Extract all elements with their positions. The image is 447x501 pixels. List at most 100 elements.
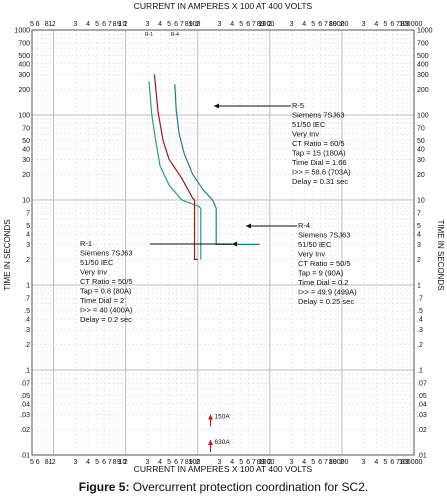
y-tick-label-left: 10	[22, 198, 30, 205]
x-tick-label-bottom: 100000	[399, 459, 422, 466]
current-marker-label: 630A	[215, 439, 231, 446]
y-tick-label-left: 40	[22, 146, 30, 153]
annotation-line: I>> = 40 (400A)	[80, 306, 133, 315]
x-tick-label-top: 7	[108, 21, 112, 28]
annotation-line: R-5	[292, 101, 304, 110]
x-tick-label-top: 9	[189, 21, 193, 28]
x-tick-label-top: 4	[158, 21, 162, 28]
x-tick-label-bottom: 2	[268, 459, 272, 466]
x-tick-label-top: 2	[196, 21, 200, 28]
y-tick-label-left: 4	[26, 231, 30, 238]
x-tick-label-bottom: 7	[180, 459, 184, 466]
y-tick-label-right: 30	[417, 157, 425, 164]
leader-arrow	[246, 223, 251, 229]
y-tick-label-left: 20	[22, 172, 30, 179]
x-tick-label-bottom: 5	[311, 459, 315, 466]
x-tick-label-bottom: 3	[362, 459, 366, 466]
y-tick-label-left: 3	[26, 242, 30, 249]
grid	[31, 30, 414, 456]
x-tick-label-bottom: 6	[390, 459, 394, 466]
x-tick-label-top: 2	[52, 21, 56, 28]
x-tick-label-bottom: 2	[196, 459, 200, 466]
x-tick-label-top: 4	[230, 21, 234, 28]
current-marker-label: 150A	[215, 413, 231, 420]
annotation-line: CT Ratio = 60/5	[292, 139, 345, 148]
x-tick-label-top: 5	[30, 21, 34, 28]
y-tick-label-right: 20	[417, 172, 425, 179]
annotation-line: Delay = 0.2 sec	[80, 315, 132, 324]
x-tick-label-bottom: 2	[124, 459, 128, 466]
x-tick-label-bottom: 7	[108, 459, 112, 466]
y-tick-label-left: 500	[18, 53, 30, 60]
x-tick-label-top: 8	[257, 21, 261, 28]
annotation-line: Siemens 7SJ63	[292, 111, 345, 120]
current-marker-arrow	[208, 440, 214, 446]
x-tick-label-top: 4	[374, 21, 378, 28]
tcc-curves	[148, 74, 260, 260]
annotation-line: Tap = 15 (180A)	[292, 149, 346, 158]
y-tick-label-right: 3	[417, 242, 421, 249]
y-tick-label-left: 5	[26, 223, 30, 230]
x-tick-label-bottom: 9	[189, 459, 193, 466]
x-tick-label-top: 4	[302, 21, 306, 28]
x-tick-label-bottom: 5	[239, 459, 243, 466]
coordination-chart: 5566881122334455667788991010223344556677…	[3, 1, 445, 474]
y-tick-label-right: .4	[417, 316, 423, 323]
x-tick-label-top: 9	[261, 21, 265, 28]
x-tick-label-bottom: 6	[174, 459, 178, 466]
y-tick-label-left: .02	[20, 427, 30, 434]
x-tick-label-top: 5	[239, 21, 243, 28]
x-tick-label-bottom: 7	[324, 459, 328, 466]
x-tick-label-top: 5	[383, 21, 387, 28]
x-tick-label-top: 4	[86, 21, 90, 28]
chart-title-bottom: CURRENT IN AMPERES X 100 AT 400 VOLTS	[134, 464, 313, 474]
x-tick-label-bottom: 10	[119, 459, 127, 466]
y-tick-label-right: 70	[417, 126, 425, 133]
annotation-line: I>> = 58.6 (703A)	[292, 168, 351, 177]
y-tick-label-right: 500	[417, 53, 429, 60]
x-tick-label-bottom: 8	[257, 459, 261, 466]
x-tick-label-top: 3	[145, 21, 149, 28]
y-tick-label-right: 2	[417, 257, 421, 264]
x-tick-label-bottom: 6	[36, 459, 40, 466]
x-tick-label-top: 3	[290, 21, 294, 28]
annotation-line: I>> = 49.9 (499A)	[298, 288, 357, 297]
annotation-line: CT Ratio = 50/5	[298, 259, 351, 268]
x-tick-label-top: 8	[329, 21, 333, 28]
x-tick-label-top: 3	[362, 21, 366, 28]
plot-frame	[31, 29, 415, 456]
x-tick-label-top: 9	[405, 21, 409, 28]
y-tick-label-left: 1	[26, 283, 30, 290]
y-tick-label-left: .03	[20, 412, 30, 419]
x-tick-label-bottom: 7	[396, 459, 400, 466]
y-tick-label-right: .5	[417, 308, 423, 315]
x-tick-label-bottom: 1	[48, 459, 52, 466]
annotation-line: Very Inv	[292, 130, 319, 139]
x-tick-label-bottom: 8	[185, 459, 189, 466]
x-tick-label-bottom: 6	[102, 459, 106, 466]
current-marker-arrow	[208, 414, 214, 420]
y-tick-label-left: 2	[26, 257, 30, 264]
x-tick-label-top: 7	[180, 21, 184, 28]
x-tick-label-top: 100	[189, 21, 201, 28]
y-tick-label-right: .07	[417, 381, 427, 388]
top-marker: R-1	[145, 32, 153, 38]
y-tick-label-right: 400	[417, 61, 429, 68]
x-tick-label-bottom: 2	[340, 459, 344, 466]
y-tick-label-right: 200	[417, 87, 429, 94]
caption-text: Overcurrent protection coordination for …	[129, 480, 369, 494]
x-tick-label-top: 5	[167, 21, 171, 28]
annotation-line: 51/50 IEC	[298, 240, 332, 249]
y-axis-label-right: TIME IN SECONDS	[436, 219, 445, 290]
annotation-line: R-4	[298, 221, 310, 230]
x-tick-label-bottom: 5	[30, 459, 34, 466]
y-tick-label-left: .7	[24, 296, 30, 303]
x-tick-label-bottom: 9	[333, 459, 337, 466]
y-tick-label-right: 100	[417, 113, 429, 120]
x-tick-label-bottom: 10000	[329, 459, 349, 466]
x-tick-label-bottom: 3	[73, 459, 77, 466]
x-tick-label-bottom: 4	[302, 459, 306, 466]
x-tick-label-bottom: 9	[261, 459, 265, 466]
x-tick-label-top: 6	[318, 21, 322, 28]
